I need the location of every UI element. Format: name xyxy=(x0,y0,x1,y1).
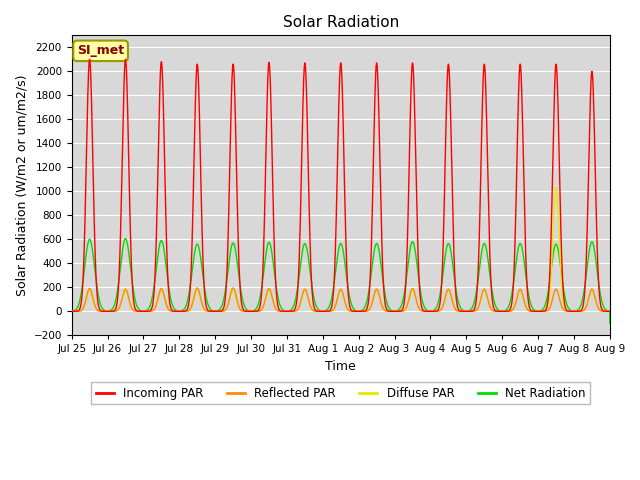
Title: Solar Radiation: Solar Radiation xyxy=(283,15,399,30)
X-axis label: Time: Time xyxy=(325,360,356,373)
Y-axis label: Solar Radiation (W/m2 or um/m2/s): Solar Radiation (W/m2 or um/m2/s) xyxy=(15,74,28,296)
Legend: Incoming PAR, Reflected PAR, Diffuse PAR, Net Radiation: Incoming PAR, Reflected PAR, Diffuse PAR… xyxy=(91,382,590,404)
Text: SI_met: SI_met xyxy=(77,44,124,57)
